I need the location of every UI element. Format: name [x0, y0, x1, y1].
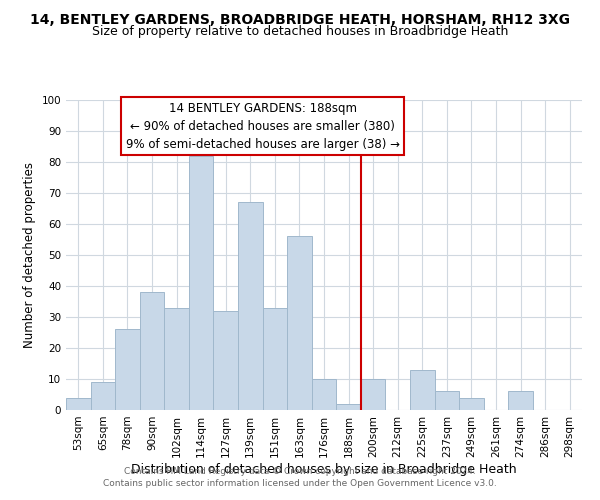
Text: Contains HM Land Registry data © Crown copyright and database right 2024.: Contains HM Land Registry data © Crown c… — [124, 468, 476, 476]
Bar — [312, 379, 336, 410]
X-axis label: Distribution of detached houses by size in Broadbridge Heath: Distribution of detached houses by size … — [131, 462, 517, 475]
Bar — [164, 308, 189, 410]
Bar — [361, 379, 385, 410]
Bar — [189, 156, 214, 410]
Bar — [287, 236, 312, 410]
Bar — [66, 398, 91, 410]
Bar — [140, 292, 164, 410]
Text: 14, BENTLEY GARDENS, BROADBRIDGE HEATH, HORSHAM, RH12 3XG: 14, BENTLEY GARDENS, BROADBRIDGE HEATH, … — [30, 12, 570, 26]
Bar — [238, 202, 263, 410]
Bar — [459, 398, 484, 410]
Bar — [214, 311, 238, 410]
Bar — [508, 392, 533, 410]
Text: Size of property relative to detached houses in Broadbridge Heath: Size of property relative to detached ho… — [92, 25, 508, 38]
Bar — [434, 392, 459, 410]
Text: Contains public sector information licensed under the Open Government Licence v3: Contains public sector information licen… — [103, 478, 497, 488]
Y-axis label: Number of detached properties: Number of detached properties — [23, 162, 36, 348]
Bar — [336, 404, 361, 410]
Bar — [410, 370, 434, 410]
Bar — [115, 330, 140, 410]
Text: 14 BENTLEY GARDENS: 188sqm
← 90% of detached houses are smaller (380)
9% of semi: 14 BENTLEY GARDENS: 188sqm ← 90% of deta… — [125, 102, 400, 150]
Bar — [91, 382, 115, 410]
Bar — [263, 308, 287, 410]
